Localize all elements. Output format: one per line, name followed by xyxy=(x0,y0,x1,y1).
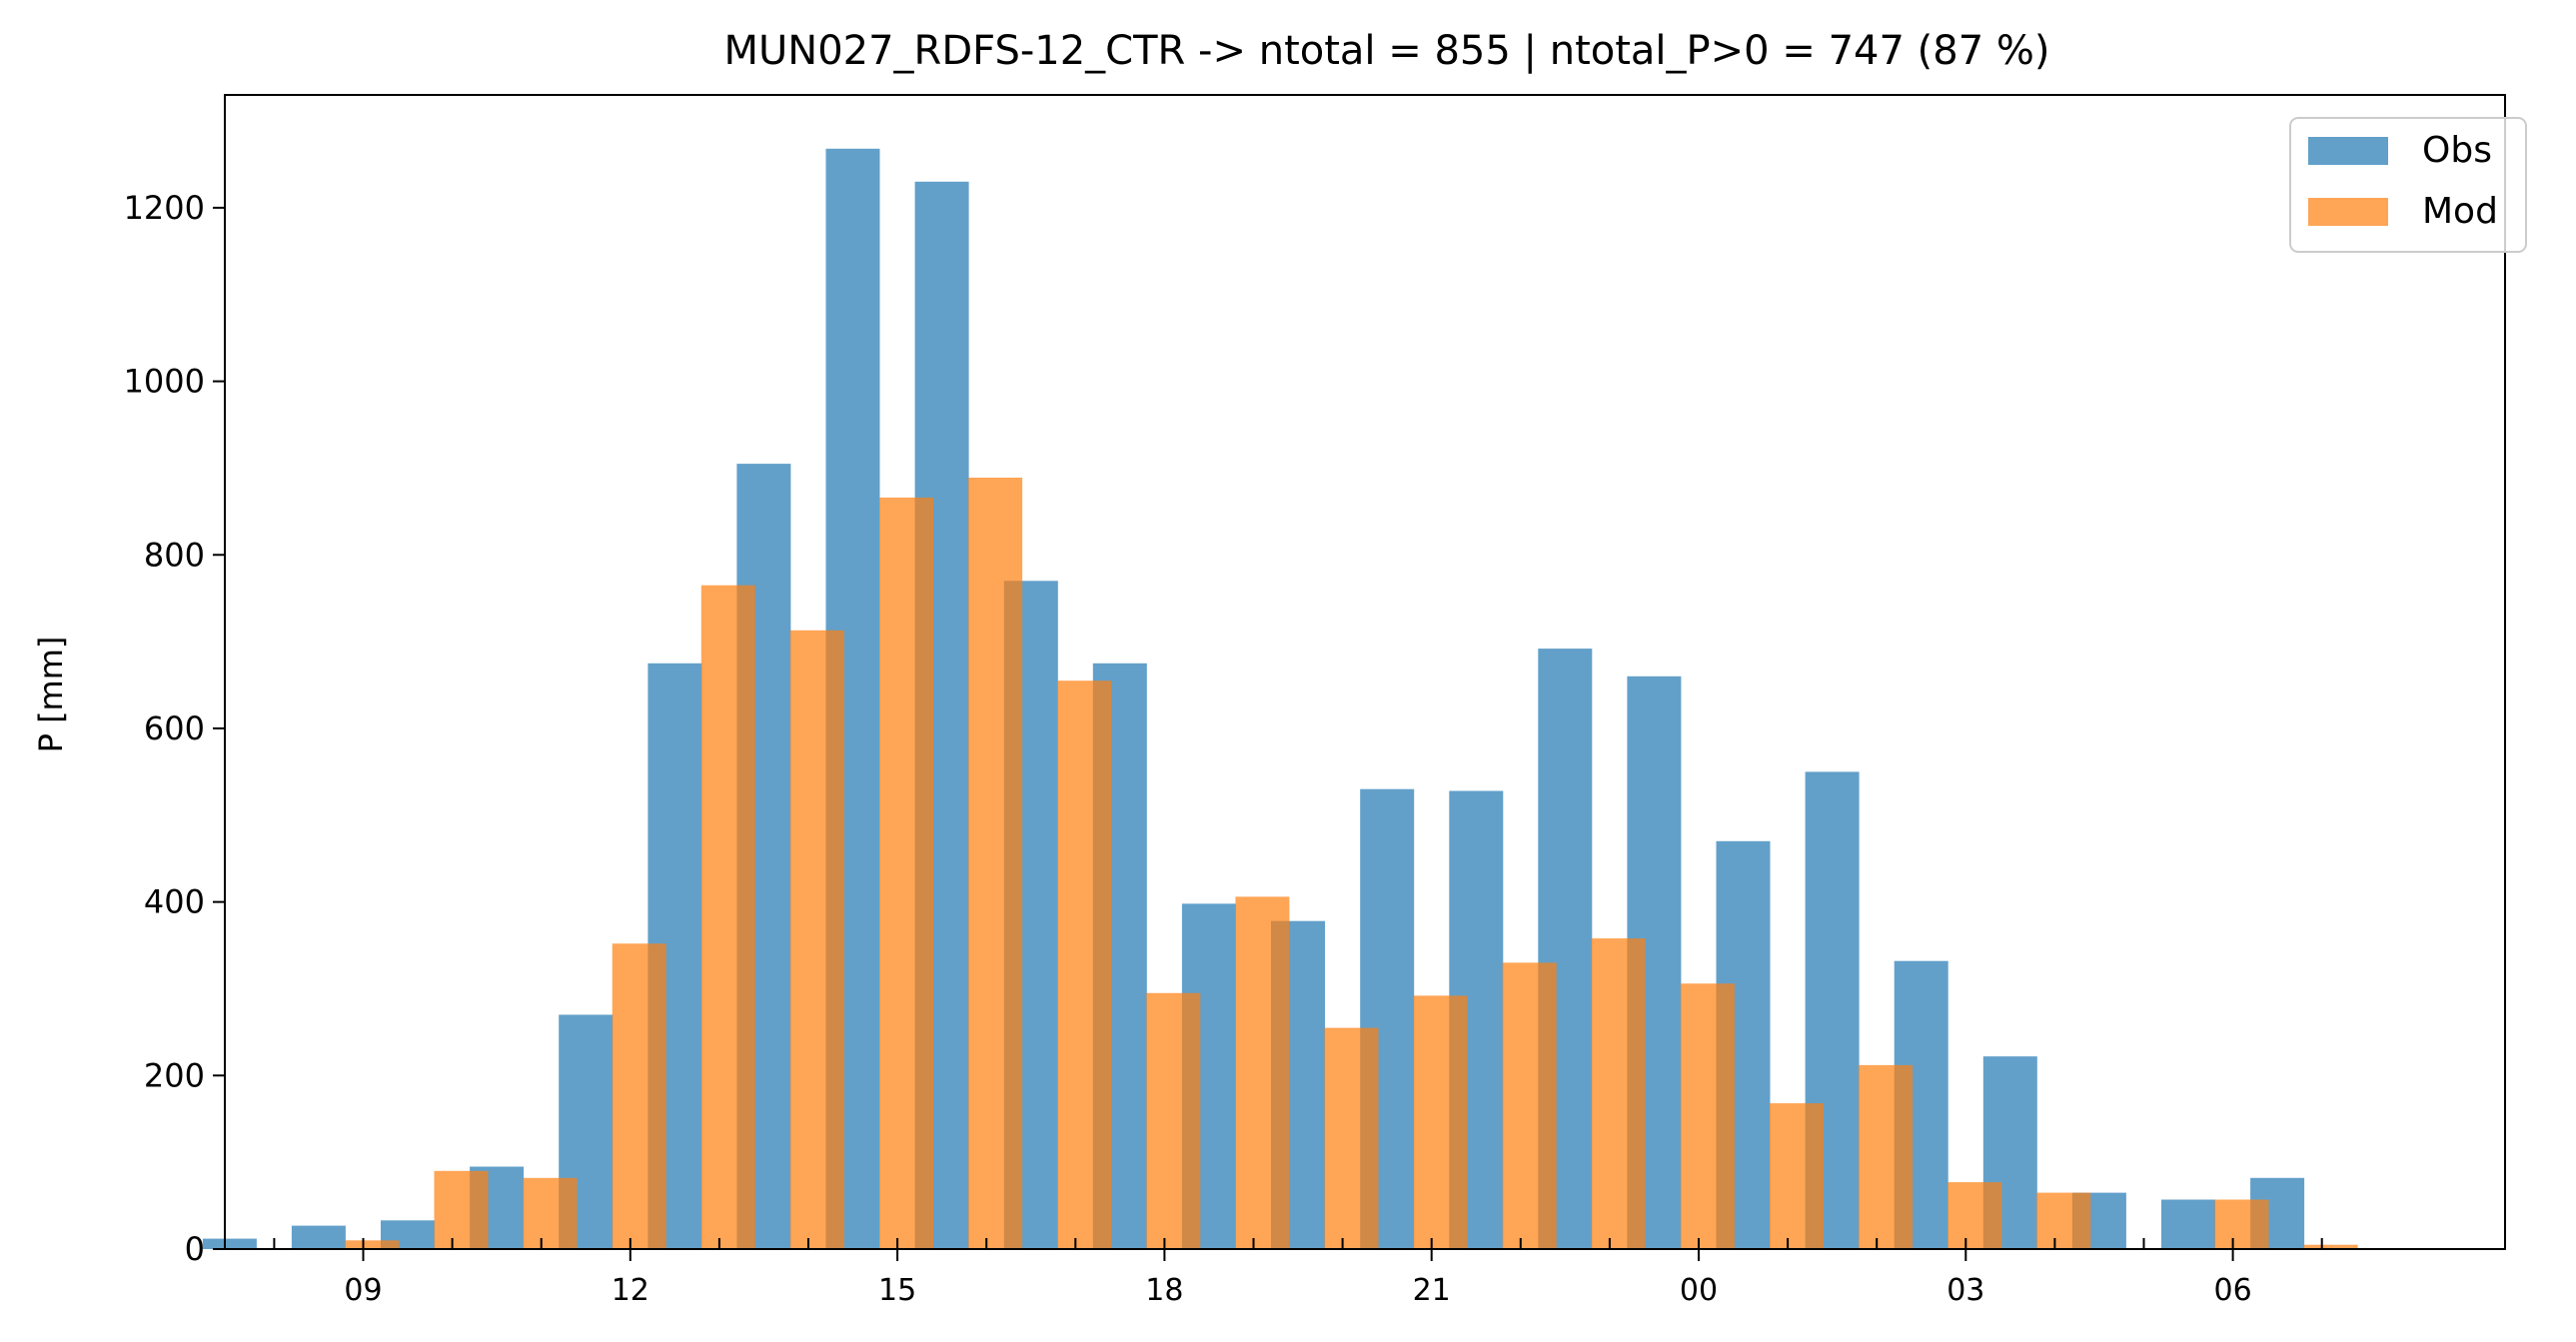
y-tick-label-0: 0 xyxy=(185,1230,205,1268)
y-tick-label-1: 200 xyxy=(144,1056,205,1094)
mod-bar-5 xyxy=(700,585,755,1249)
y-tick-label-2: 400 xyxy=(144,883,205,921)
legend-swatch-obs xyxy=(2308,137,2388,165)
mod-bar-18 xyxy=(1859,1064,1914,1249)
x-tick-label-6: 03 xyxy=(1946,1273,1984,1308)
x-tick-label-4: 21 xyxy=(1413,1273,1451,1308)
mod-bar-1 xyxy=(345,1240,400,1249)
mod-bar-13 xyxy=(1413,995,1468,1249)
x-tick-label-0: 09 xyxy=(344,1273,382,1308)
mod-bar-20 xyxy=(2036,1192,2091,1249)
y-tick-label-3: 600 xyxy=(144,709,205,747)
chart-title: MUN027_RDFS-12_CTR -> ntotal = 855 | nto… xyxy=(724,28,2050,74)
x-axis: 09 12 15 18 21 00 03 06 xyxy=(273,1238,2323,1308)
mod-bar-11 xyxy=(1235,896,1290,1249)
plot-frame xyxy=(224,94,2506,1250)
mod-bar-15 xyxy=(1591,938,1646,1249)
mod-bar-14 xyxy=(1502,962,1557,1249)
mod-bar-22 xyxy=(2214,1199,2269,1249)
mod-bar-17 xyxy=(1770,1103,1824,1249)
mod-bar-4 xyxy=(612,943,666,1249)
mod-series xyxy=(345,478,2358,1249)
mod-bar-9 xyxy=(1057,680,1112,1249)
y-tick-label-5: 1000 xyxy=(124,363,205,401)
x-tick-label-5: 00 xyxy=(1680,1273,1718,1308)
y-axis: 0 200 400 600 800 1000 1200 xyxy=(124,189,225,1268)
legend: Obs Mod xyxy=(2289,117,2527,253)
x-tick-label-7: 06 xyxy=(2214,1273,2252,1308)
x-tick-label-2: 15 xyxy=(878,1273,916,1308)
obs-bar-1 xyxy=(291,1225,346,1249)
mod-bar-7 xyxy=(879,497,933,1249)
obs-bar-22 xyxy=(2161,1199,2215,1249)
mod-bar-10 xyxy=(1146,992,1201,1249)
mod-bar-6 xyxy=(789,630,844,1249)
legend-label-mod: Mod xyxy=(2422,191,2498,232)
mod-bar-3 xyxy=(523,1177,578,1249)
obs-bar-0 xyxy=(202,1238,257,1249)
y-tick-label-6: 1200 xyxy=(124,189,205,227)
legend-swatch-mod xyxy=(2308,198,2388,226)
mod-bar-16 xyxy=(1680,983,1735,1249)
y-axis-label: P [mm] xyxy=(32,637,70,753)
mod-bar-8 xyxy=(968,478,1023,1249)
x-tick-label-1: 12 xyxy=(612,1273,649,1308)
mod-bar-19 xyxy=(1947,1182,2002,1249)
mod-bar-23 xyxy=(2303,1244,2358,1249)
x-tick-label-3: 18 xyxy=(1145,1273,1183,1308)
mod-bar-12 xyxy=(1324,1027,1379,1249)
y-tick-label-4: 800 xyxy=(144,536,205,574)
mod-bar-2 xyxy=(434,1170,489,1249)
legend-label-obs: Obs xyxy=(2422,130,2492,171)
